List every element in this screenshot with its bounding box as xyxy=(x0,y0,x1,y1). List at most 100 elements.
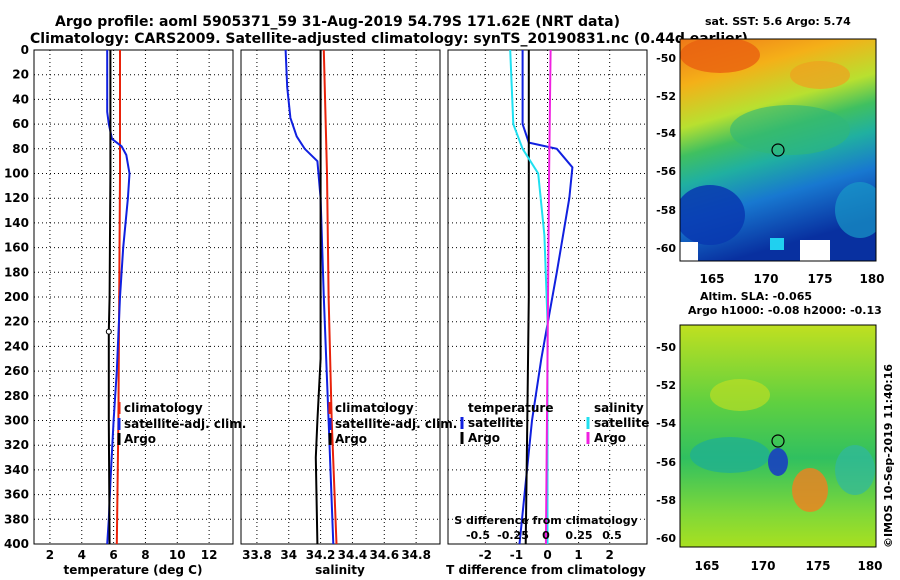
sla-map-panel: Altim. SLA: -0.065 Argo h1000: -0.08 h20… xyxy=(656,290,882,573)
sst-lat-tick-labels: -50 -52 -54 -56 -58 -60 xyxy=(656,52,676,255)
lon-tick-label: 170 xyxy=(753,272,778,286)
series-line-salinity-argo xyxy=(544,49,552,545)
lon-tick-label: 165 xyxy=(699,272,724,286)
depth-tick-label: 300 xyxy=(4,414,29,428)
x-tick-label: 2 xyxy=(46,548,54,562)
legend-temperature-title: temperature xyxy=(468,401,553,415)
depth-tick-label: 340 xyxy=(4,463,29,477)
sst-map-title: sat. SST: 5.6 Argo: 5.74 xyxy=(705,15,851,28)
legend-argo: Argo xyxy=(335,432,367,446)
depth-tick-label: 100 xyxy=(4,167,29,181)
series-line-temperature-argo xyxy=(524,50,530,545)
temperature-series xyxy=(105,50,131,545)
s-tick-label: -0.25 xyxy=(497,529,529,542)
depth-tick-label: 280 xyxy=(4,389,29,403)
temperature-legend: climatology satellite-adj. clim. Argo xyxy=(117,401,246,446)
x-tick-label: 34.2 xyxy=(306,548,336,562)
lon-tick-label: 180 xyxy=(857,559,882,573)
s-difference-tick-labels: -0.5 -0.25 0 0.25 0.5 xyxy=(466,529,622,542)
depth-tick-label: 380 xyxy=(4,512,29,526)
depth-tick-label: 20 xyxy=(12,68,29,82)
sst-map-panel: sat. SST: 5.6 Argo: 5.74 -50 -52 -54 -56… xyxy=(656,15,884,286)
depth-tick-label: 0 xyxy=(21,43,29,57)
salinity-xlabel: salinity xyxy=(315,563,365,577)
title-line-2: Climatology: CARS2009. Satellite-adjuste… xyxy=(30,31,748,47)
sst-warm-patch xyxy=(680,39,760,73)
depth-tick-label: 160 xyxy=(4,241,29,255)
x-tick-label: -1 xyxy=(510,548,523,562)
depth-tick-label: 40 xyxy=(12,92,29,106)
series-line-argo xyxy=(107,50,112,545)
depth-tick-label: 360 xyxy=(4,488,29,502)
sst-no-data xyxy=(800,240,830,261)
legend-climatology: climatology xyxy=(124,401,203,415)
depth-tick-labels: 0 20 40 60 80 100 120 140 160 180 200 220 240 260 280 3… xyxy=(4,43,29,551)
series-line-argo xyxy=(314,50,322,545)
title-line-1: Argo profile: aoml 5905371_59 31-Aug-201… xyxy=(55,14,620,30)
t-difference-tick-labels: -2 -1 0 1 2 xyxy=(479,548,614,562)
temperature-grid xyxy=(34,49,233,545)
sst-map-frame xyxy=(679,38,877,262)
sst-lon-tick-labels: 165 170 175 180 xyxy=(699,272,884,286)
x-tick-label: 34.8 xyxy=(401,548,431,562)
legend-satellite-adj: satellite-adj. clim. xyxy=(124,417,246,431)
series-line-temperature-satellite xyxy=(518,50,574,545)
temperature-panel: 0 20 40 60 80 100 120 140 160 180 200 220 240 260 280 3… xyxy=(4,43,246,577)
lat-tick-label: -52 xyxy=(656,90,676,103)
t-difference-xlabel: T difference from climatology xyxy=(446,563,646,577)
sla-map-title: Altim. SLA: -0.065 xyxy=(700,290,812,303)
legend-t-satellite: satellite xyxy=(468,416,523,430)
legend-climatology: climatology xyxy=(335,401,414,415)
depth-tick-label: 220 xyxy=(4,315,29,329)
lon-tick-label: 180 xyxy=(859,272,884,286)
depth-tick-label: 180 xyxy=(4,265,29,279)
depth-tick-label: 240 xyxy=(4,339,29,353)
s-difference-xlabel: S difference from climatology xyxy=(454,514,638,527)
s-tick-label: -0.5 xyxy=(466,529,490,542)
x-tick-label: 34.6 xyxy=(369,548,399,562)
x-tick-label: 4 xyxy=(78,548,86,562)
s-tick-label: 0.25 xyxy=(565,529,592,542)
x-tick-label: 6 xyxy=(109,548,117,562)
lon-tick-label: 175 xyxy=(807,272,832,286)
lat-tick-label: -60 xyxy=(656,532,676,545)
legend-satellite-adj: satellite-adj. clim. xyxy=(335,417,457,431)
lat-tick-label: -58 xyxy=(656,494,676,507)
lon-tick-label: 170 xyxy=(750,559,775,573)
series-line-climatology xyxy=(322,49,338,545)
x-tick-label: 8 xyxy=(141,548,149,562)
lat-tick-label: -56 xyxy=(656,456,676,469)
sst-cold-patch xyxy=(680,185,745,245)
temperature-tick-labels: 2 4 6 8 10 12 xyxy=(46,548,218,562)
sla-field xyxy=(680,325,876,547)
sst-map-image xyxy=(680,39,876,261)
lon-tick-label: 175 xyxy=(805,559,830,573)
x-tick-label: 0 xyxy=(543,548,551,562)
sst-cyan-cell xyxy=(770,238,784,250)
s-tick-label: 0 xyxy=(542,529,550,542)
lat-tick-label: -54 xyxy=(656,127,676,140)
s-tick-label: 0.5 xyxy=(602,529,622,542)
depth-tick-label: 80 xyxy=(12,142,29,156)
sla-high-patch xyxy=(710,379,770,411)
difference-series xyxy=(509,49,574,545)
legend-s-satellite: satellite xyxy=(594,416,649,430)
depth-tick-label: 120 xyxy=(4,191,29,205)
lat-tick-label: -58 xyxy=(656,204,676,217)
sst-mid-patch xyxy=(730,105,850,155)
x-tick-label: 10 xyxy=(169,548,186,562)
lat-tick-label: -50 xyxy=(656,52,676,65)
sla-lon-tick-labels: 165 170 175 180 xyxy=(694,559,882,573)
x-tick-label: -2 xyxy=(479,548,492,562)
argo-float-location-marker xyxy=(771,143,785,157)
depth-tick-label: 400 xyxy=(4,537,29,551)
salinity-axes-frame xyxy=(240,49,441,545)
lat-tick-label: -56 xyxy=(656,165,676,178)
x-tick-label: 2 xyxy=(606,548,614,562)
x-tick-label: 34.4 xyxy=(338,548,368,562)
lat-tick-label: -54 xyxy=(656,417,676,430)
depth-tick-label: 60 xyxy=(12,117,29,131)
sla-map-frame xyxy=(679,324,877,548)
x-tick-label: 1 xyxy=(574,548,582,562)
series-line-satellite-adj-clim- xyxy=(284,49,335,545)
